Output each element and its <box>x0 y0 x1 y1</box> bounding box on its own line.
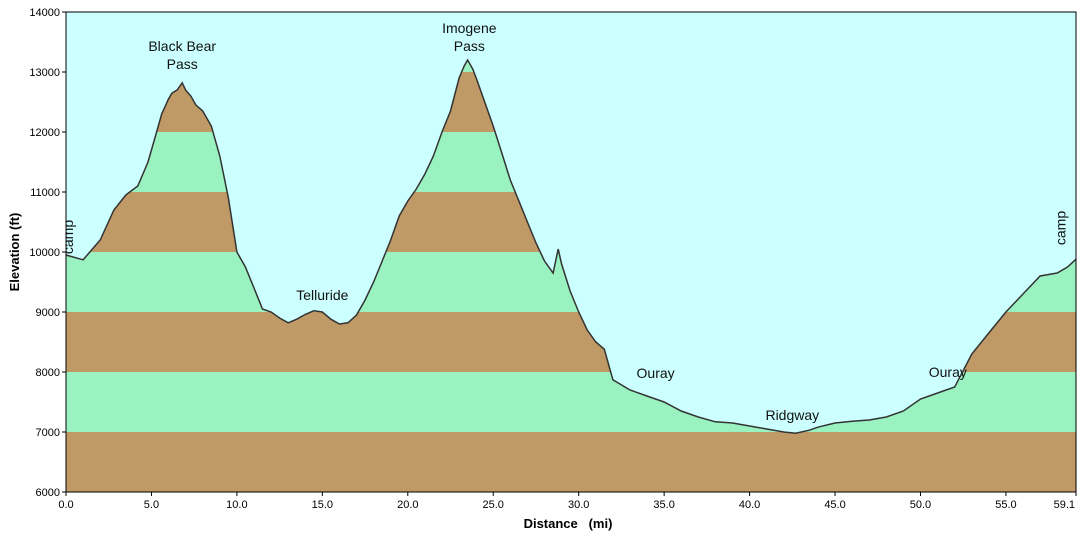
y-tick-label: 11000 <box>30 187 60 199</box>
x-tick-label: 40.0 <box>739 499 760 511</box>
x-tick-label: 50.0 <box>910 499 931 511</box>
annotation-label: Pass <box>167 56 198 72</box>
x-tick-label: 5.0 <box>144 499 159 511</box>
x-tick-label: 0.0 <box>58 499 73 511</box>
x-tick-label: 35.0 <box>653 499 674 511</box>
annotations: camp Black Bear Pass Telluride Imogene Pass Ou… <box>60 20 1069 423</box>
x-tick-label: 45.0 <box>824 499 845 511</box>
x-tick-label: 30.0 <box>568 499 589 511</box>
annotation-label: Black Bear <box>148 38 216 54</box>
annotation-label: Ridgway <box>765 407 819 423</box>
y-tick-label: 10000 <box>29 247 60 259</box>
annotation-label: camp <box>1053 211 1069 245</box>
y-tick-label: 8000 <box>36 367 60 379</box>
annotation-label: camp <box>60 220 76 254</box>
x-tick-label: 15.0 <box>312 499 333 511</box>
x-tick-label: 10.0 <box>226 499 247 511</box>
annotation-label: Pass <box>454 38 485 54</box>
annotation-label: Telluride <box>296 287 348 303</box>
x-axis-title: Distance (mi) <box>524 516 613 531</box>
y-axis: 6000 7000 8000 9000 10000 11000 12000 13000 1400… <box>29 7 66 499</box>
elevation-band <box>66 432 1076 492</box>
x-tick-label: 55.0 <box>995 499 1016 511</box>
x-axis: 0.0 5.0 10.0 15.0 20.0 25.0 30.0 35.0 40.0 45.0 50… <box>58 492 1077 511</box>
annotation-label: Ouray <box>637 365 675 381</box>
y-tick-label: 14000 <box>29 7 60 19</box>
y-tick-label: 9000 <box>36 307 60 319</box>
y-tick-label: 12000 <box>29 127 60 139</box>
y-tick-label: 13000 <box>29 67 60 79</box>
y-tick-label: 7000 <box>36 427 60 439</box>
y-axis-title: Elevation (ft) <box>7 213 22 292</box>
elevation-line <box>65 58 1077 434</box>
x-tick-label: 20.0 <box>397 499 418 511</box>
annotation-label: Ouray <box>929 364 967 380</box>
x-tick-label: 25.0 <box>483 499 504 511</box>
y-tick-label: 6000 <box>36 487 60 499</box>
annotation-label: Imogene <box>442 20 497 36</box>
x-tick-label: 59.1 <box>1054 499 1075 511</box>
